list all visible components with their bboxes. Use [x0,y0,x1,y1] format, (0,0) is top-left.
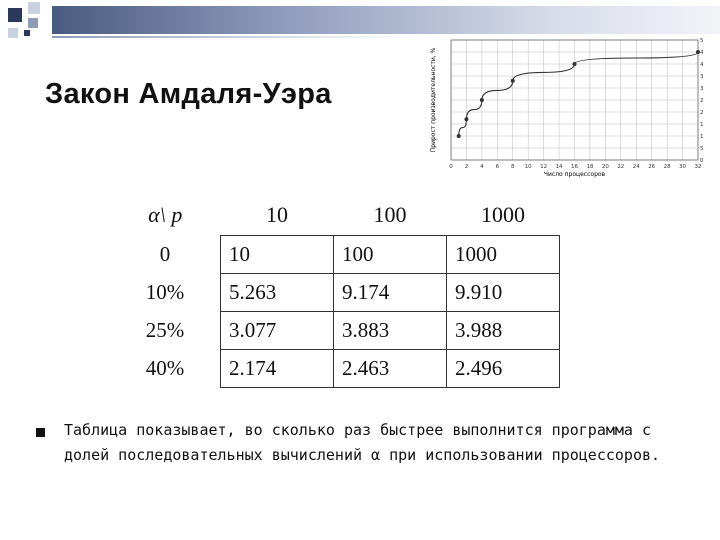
table-header-cell: 1000 [481,202,525,227]
chart-x-tick-label: 14 [556,164,563,170]
chart-x-tick-label: 12 [540,164,547,170]
chart-x-tick-label: 28 [664,164,671,170]
chart-x-tick-label: 4 [480,164,484,170]
table-row: 10% 5.263 9.174 9.910 [110,273,560,312]
chart-y-tick-label: 350 [700,74,703,80]
table-header-cell: 100 [373,202,407,227]
chart-y-tick-label: 400 [700,62,703,68]
table-cell: 3.077 [220,311,334,350]
chart-y-tick-label: 100 [700,134,703,140]
chart-data-point [572,62,577,66]
speedup-chart: 0246810121416182022242628303205010015020… [430,38,703,178]
chart-y-tick-label: 0 [700,158,703,164]
table-row-label: 25% [110,311,221,350]
table-cell: 100 [333,235,447,274]
chart-y-tick-label: 50 [700,146,703,152]
chart-plot-frame [450,39,699,161]
chart-y-tick-label: 450 [700,50,703,56]
chart-y-tick-label: 250 [700,98,703,104]
header-underline [52,36,412,38]
chart-y-tick-label: 200 [700,110,703,116]
chart-ticks: 0246810121416182022242628303205010015020… [449,38,703,170]
table-cell: 10 [220,235,334,274]
slide-title: Закон Амдаля-Уэра [45,78,332,110]
chart-x-tick-label: 8 [511,164,515,170]
table-cell: 9.910 [446,273,560,312]
chart-x-tick-label: 0 [449,164,453,170]
table-cell: 2.463 [333,349,447,388]
table-cell: 3.883 [333,311,447,350]
chart-y-tick-label: 300 [700,86,703,92]
chart-x-tick-label: 10 [525,164,532,170]
table-row-label: 0 [110,235,221,274]
chart-x-tick-label: 26 [648,164,655,170]
table-row: 40% 2.174 2.463 2.496 [110,349,560,388]
table-cell: 2.174 [220,349,334,388]
table-cell: 3.988 [446,311,560,350]
chart-x-axis-label: Число процессоров [544,171,606,178]
chart-x-tick-label: 22 [617,164,624,170]
table-row-label: 10% [110,273,221,312]
chart-x-tick-label: 30 [679,164,686,170]
table-row-label: 40% [110,349,221,388]
chart-y-axis-label: Прирост производительности, % [430,47,437,152]
chart-x-tick-label: 32 [695,164,702,170]
chart-y-tick-label: 500 [700,38,703,44]
note-text: Таблица показывает, во сколько раз быстр… [64,421,661,464]
chart-data-point [510,78,515,83]
table-row: 25% 3.077 3.883 3.988 [110,311,560,350]
table-cell: 1000 [446,235,560,274]
table-cell: 5.263 [220,273,334,312]
table-cell: 2.496 [446,349,560,388]
chart-data-point [696,50,700,54]
chart-x-tick-label: 20 [602,164,609,170]
chart-axes [450,39,699,161]
table-header-cell: 10 [266,202,288,227]
chart-data-point [456,134,461,138]
speedup-table: α\ p 10 100 1000 0 10 100 1000 10% 5.263… [110,195,560,388]
chart-x-tick-label: 6 [496,164,500,170]
chart-x-tick-label: 18 [586,164,593,170]
chart-x-tick-label: 16 [571,164,578,170]
header-gradient-bar [52,6,720,34]
chart-y-tick-label: 150 [700,122,703,128]
chart-x-tick-label: 2 [465,164,469,170]
chart-series-line [458,51,699,137]
chart-data-point [479,98,484,102]
chart-x-tick-label: 24 [633,164,640,170]
table-cell: 9.174 [333,273,447,312]
table-header-cell: α\ p [148,202,183,228]
chart-series [456,50,700,138]
table-row: 0 10 100 1000 [110,235,560,274]
bullet-icon [36,428,45,437]
chart-data-point [464,117,469,122]
table-header-row: α\ p 10 100 1000 [110,195,560,236]
